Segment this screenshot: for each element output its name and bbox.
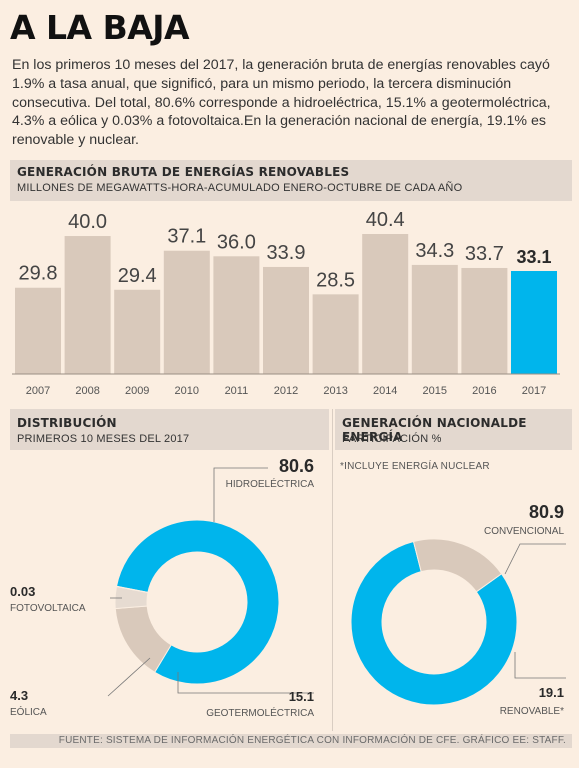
bar-2014 [362, 234, 409, 374]
bar-chart-subtitle: MILLONES DE MEGAWATTS-HORA-ACUMULADO ENE… [17, 182, 463, 194]
x-tick-label: 2014 [373, 385, 397, 397]
bar-value-label: 29.8 [19, 263, 58, 285]
bar-value-label: 28.5 [316, 269, 355, 291]
label-renovable: RENOVABLE* [500, 706, 564, 717]
bar-2008 [64, 236, 111, 374]
national-subtitle: PARTICIPACIÓN % [342, 433, 442, 445]
leader-eolica [107, 657, 151, 697]
x-tick-label: 2017 [522, 385, 546, 397]
bar-value-label: 36.0 [217, 231, 256, 253]
label-convencional: CONVENCIONAL [484, 526, 564, 537]
distribution-subtitle: PRIMEROS 10 MESES DEL 2017 [17, 433, 190, 445]
x-tick-label: 2012 [274, 385, 298, 397]
x-tick-label: 2016 [472, 385, 496, 397]
bar-2015 [411, 264, 458, 374]
bar-value-label: 33.7 [465, 243, 504, 265]
x-tick-label: 2008 [75, 385, 99, 397]
source-note: FUENTE: SISTEMA DE INFORMACIÓN ENERGÉTIC… [10, 734, 572, 748]
label-eolica: EÓLICA [10, 705, 47, 718]
bar-value-label: 33.9 [267, 242, 306, 264]
slice-fotovoltaica [115, 585, 149, 594]
national-header [335, 409, 572, 450]
panel-divider [332, 409, 333, 731]
bar-value-label: 37.1 [167, 226, 206, 248]
distribution-title: DISTRIBUCIÓN [17, 416, 117, 430]
value-fotovoltaica: 0.03 [10, 584, 35, 599]
slice-convencional [350, 540, 518, 706]
bar-value-label: 40.4 [366, 209, 405, 231]
page-title: A LA BAJA [10, 8, 190, 47]
value-geotermolectrica: 15.1 [289, 689, 314, 704]
bar-chart-title: GENERACIÓN BRUTA DE ENERGÍAS RENOVABLES [17, 165, 350, 179]
bar-2007 [15, 287, 61, 374]
x-tick-label: 2011 [225, 385, 249, 397]
label-fotovoltaica: FOTOVOLTAICA [10, 603, 86, 614]
label-hidroelectrica: HIDROELÉCTRICA [226, 477, 315, 490]
bar-2016 [461, 267, 508, 374]
leader-geotermolectrica [177, 672, 314, 694]
x-tick-label: 2007 [26, 385, 50, 397]
bar-value-label: 33.1 [516, 247, 551, 267]
value-eolica: 4.3 [10, 688, 28, 703]
value-hidroelectrica: 80.6 [279, 456, 314, 476]
bar-2013 [312, 294, 359, 374]
bar-2010 [163, 250, 210, 374]
x-tick-label: 2015 [423, 385, 447, 397]
bar-2012 [263, 266, 309, 374]
bar-value-label: 34.3 [415, 240, 454, 262]
bar-value-label: 29.4 [118, 265, 157, 287]
bar-2009 [114, 289, 161, 374]
x-tick-label: 2009 [125, 385, 149, 397]
leader-renovable [514, 652, 566, 679]
slice-hidroel-ctrica [115, 519, 280, 685]
national-title: GENERACIÓN NACIONALDE ENERGÍA [342, 416, 527, 444]
value-renovable: 19.1 [539, 685, 564, 700]
bar-chart: 29.8 2007 40.0 2008 29.4 2009 37.1 2010 36.0 2011… [12, 209, 560, 397]
intro-paragraph: En los primeros 10 meses del 2017, la ge… [12, 57, 551, 149]
national-note: *INCLUYE ENERGÍA NUCLEAR [340, 461, 490, 472]
leader-convencional [504, 543, 566, 575]
distribution-header [10, 409, 329, 450]
slice-renovable- [412, 538, 503, 593]
value-convencional: 80.9 [529, 502, 564, 522]
bar-2017 [511, 271, 557, 374]
label-geotermolectrica: GEOTERMOLÉCTRICA [206, 706, 314, 719]
x-tick-label: 2013 [323, 385, 347, 397]
x-tick-label: 2010 [175, 385, 199, 397]
leader-hidroelectrica [213, 467, 268, 522]
bar-chart-header [10, 160, 572, 201]
bar-2011 [213, 256, 260, 374]
bar-value-label: 40.0 [68, 211, 107, 233]
